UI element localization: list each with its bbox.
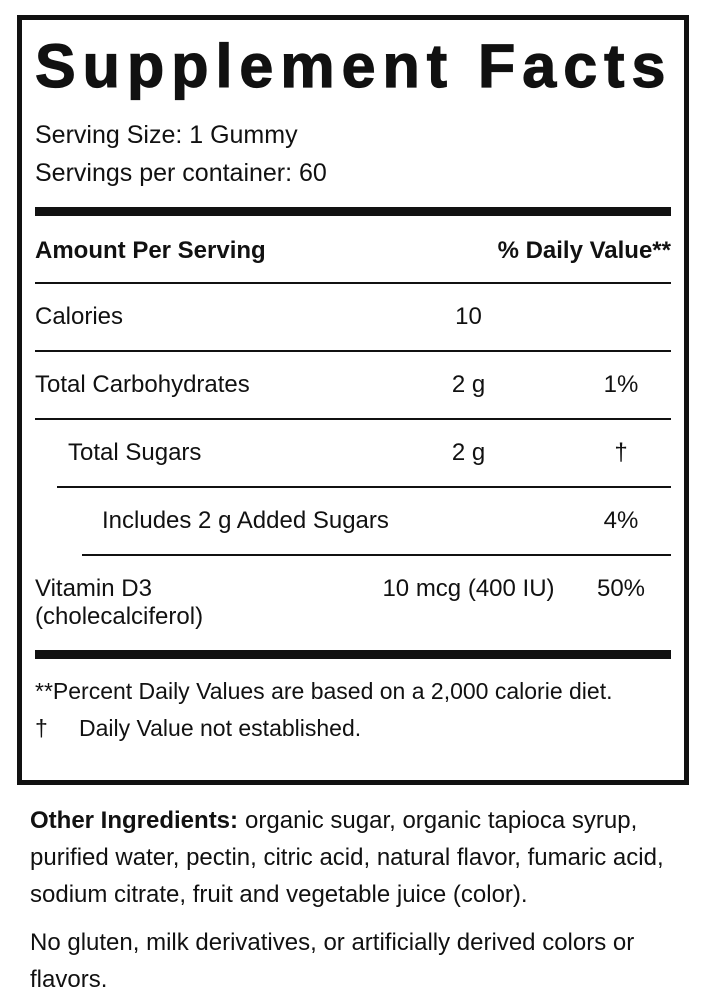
below-box-text: Other Ingredients: organic sugar, organic…: [30, 802, 682, 998]
divider-indented: [82, 554, 671, 557]
row-label: Total Sugars: [68, 439, 202, 467]
row-amount: 10: [455, 303, 482, 331]
row-label: Calories: [35, 303, 124, 331]
row-daily-value: †: [614, 439, 628, 467]
row-amount: 2 g: [451, 371, 486, 399]
servings-per-container: Servings per container: 60: [35, 159, 327, 188]
dagger-symbol: †: [35, 715, 48, 742]
row-label: Vitamin D3 (cholecalciferol): [35, 575, 366, 631]
footnote-percent-daily-value: **Percent Daily Values are based on a 2,…: [35, 678, 613, 705]
other-ingredients-label: Other Ingredients:: [30, 807, 239, 834]
row-daily-value: 1%: [603, 371, 639, 399]
dagger-text: Daily Value not established.: [79, 715, 362, 742]
table-header-row: Amount Per Serving % Daily Value**: [35, 216, 671, 282]
divider: [35, 350, 671, 353]
row-daily-value: 4%: [603, 507, 639, 535]
row-label: Includes 2 g Added Sugars: [102, 507, 389, 535]
table-row-total-sugars: Total Sugars 2 g †: [35, 420, 671, 486]
vitamin-d3-chemical-name: (cholecalciferol): [35, 603, 204, 631]
divider-indented: [57, 486, 671, 489]
divider: [35, 418, 671, 421]
footnotes: **Percent Daily Values are based on a 2,…: [35, 659, 671, 747]
column-header-daily-value: % Daily Value**: [497, 237, 671, 265]
row-label: Total Carbohydrates: [35, 371, 250, 399]
serving-info: Serving Size: 1 Gummy Servings per conta…: [35, 116, 671, 192]
allergen-statement: No gluten, milk derivatives, or artifici…: [30, 929, 635, 993]
vitamin-d3-name: Vitamin D3: [35, 575, 152, 603]
row-amount: 2 g: [451, 439, 486, 467]
supplement-facts-box: Supplement Facts Serving Size: 1 Gummy S…: [17, 15, 689, 785]
other-ingredients-list: organic sugar, organic tapioca syrup, pu…: [30, 807, 664, 908]
table-row-vitamin-d3: Vitamin D3 (cholecalciferol) 10 mcg (400…: [35, 556, 671, 650]
other-ingredients-paragraph: Other Ingredients: organic sugar, organic…: [30, 802, 682, 913]
table-row-total-carbohydrates: Total Carbohydrates 2 g 1%: [35, 352, 671, 418]
row-daily-value: 50%: [596, 575, 646, 603]
serving-size: Serving Size: 1 Gummy: [35, 121, 298, 150]
column-header-amount: Amount Per Serving: [35, 237, 266, 265]
thick-divider-bottom: [35, 650, 671, 660]
divider: [35, 282, 671, 285]
row-amount: 10 mcg (400 IU): [382, 575, 555, 603]
footnote-dagger: † Daily Value not established.: [35, 710, 671, 747]
table-row-added-sugars: Includes 2 g Added Sugars 4%: [35, 488, 671, 554]
table-row-calories: Calories 10: [35, 284, 671, 350]
thick-divider-top: [35, 207, 671, 217]
supplement-facts-title: Supplement Facts: [34, 31, 673, 100]
